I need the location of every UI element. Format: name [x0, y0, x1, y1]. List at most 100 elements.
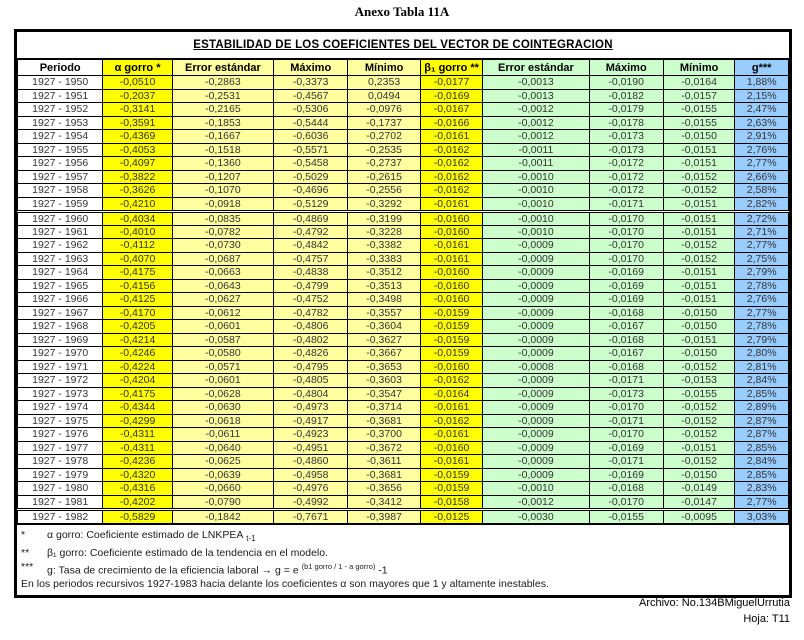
value-cell: -0,0190 — [588, 75, 664, 90]
value-cell: -0,0168 — [588, 481, 664, 496]
value-cell: -0,0166 — [419, 115, 484, 130]
value-cell: 2,77% — [734, 494, 789, 511]
column-header: g*** — [734, 59, 789, 76]
value-cell: -0,0152 — [662, 427, 736, 442]
value-cell: 2,63% — [734, 115, 789, 130]
value-cell: 2,82% — [734, 196, 789, 213]
table-row: 1927 - 1967 -0,4170 -0,0612 -0,4782 -0,3557-… — [16, 305, 789, 320]
value-cell: -0,0151 — [662, 265, 736, 280]
value-cell: -0,5306 — [272, 102, 349, 117]
value-cell: 2,15% — [734, 88, 789, 103]
value-cell: -0,0155 — [662, 115, 736, 130]
value-cell: -0,4316 — [102, 481, 173, 496]
value-cell: -0,0161 — [419, 427, 484, 442]
periodo-cell: 1927 - 1966 — [16, 292, 104, 307]
value-cell: -0,4070 — [102, 251, 173, 266]
value-cell: -0,3591 — [102, 115, 173, 130]
value-cell: -0,3604 — [347, 319, 421, 334]
value-cell: -0,0182 — [588, 88, 664, 103]
value-cell: -0,0162 — [419, 156, 484, 171]
value-cell: -0,0918 — [171, 196, 275, 213]
value-cell: -0,0009 — [482, 373, 590, 388]
value-cell: -0,4112 — [102, 238, 173, 253]
value-cell: -0,0170 — [588, 400, 664, 415]
value-cell: -0,0009 — [482, 386, 590, 401]
value-cell: -0,0161 — [419, 129, 484, 144]
value-cell: -0,0009 — [482, 265, 590, 280]
value-cell: -0,0580 — [171, 346, 275, 361]
value-cell: -0,0160 — [419, 224, 484, 239]
value-cell: -0,4792 — [272, 224, 349, 239]
periodo-cell: 1927 - 1962 — [16, 238, 104, 253]
value-cell: -0,0161 — [419, 238, 484, 253]
value-cell: -0,0159 — [419, 332, 484, 347]
value-cell: -0,4097 — [102, 156, 173, 171]
table-row: 1927 - 1978 -0,4236 -0,0625 -0,4860 -0,3611-… — [16, 454, 789, 469]
value-cell: -0,0159 — [419, 481, 484, 496]
value-cell: -0,0009 — [482, 467, 590, 482]
value-cell: -0,0151 — [662, 332, 736, 347]
value-cell: -0,0168 — [588, 305, 664, 320]
value-cell: 2,77% — [734, 156, 789, 171]
value-cell: -0,3681 — [347, 467, 421, 482]
value-cell: -0,0611 — [171, 427, 275, 442]
value-cell: -0,4782 — [272, 305, 349, 320]
value-cell: -0,0150 — [662, 346, 736, 361]
value-cell: -0,4311 — [102, 427, 173, 442]
value-cell: -0,2535 — [347, 142, 421, 157]
value-cell: -0,3822 — [102, 169, 173, 184]
value-cell: -0,3498 — [347, 292, 421, 307]
value-cell: -0,4299 — [102, 413, 173, 428]
value-cell: -0,0009 — [482, 238, 590, 253]
value-cell: -0,0643 — [171, 278, 275, 293]
value-cell: -0,0150 — [662, 319, 736, 334]
periodo-cell: 1927 - 1964 — [16, 265, 104, 280]
value-cell: -0,4805 — [272, 373, 349, 388]
value-cell: 2,77% — [734, 238, 789, 253]
value-cell: -0,0009 — [482, 251, 590, 266]
value-cell: -0,3547 — [347, 386, 421, 401]
value-cell: -0,0150 — [662, 305, 736, 320]
value-cell: -0,5571 — [272, 142, 349, 157]
value-cell: -0,0168 — [588, 359, 664, 374]
value-cell: -0,0152 — [662, 169, 736, 184]
value-cell: -0,0009 — [482, 278, 590, 293]
column-header: Periodo — [16, 59, 104, 76]
value-cell: -0,0601 — [171, 319, 275, 334]
value-cell: -0,3667 — [347, 346, 421, 361]
value-cell: 2,77% — [734, 305, 789, 320]
value-cell: -0,0160 — [419, 440, 484, 455]
column-header: Máximo — [588, 59, 664, 76]
value-cell: -0,0009 — [482, 400, 590, 415]
value-cell: -0,4156 — [102, 278, 173, 293]
value-cell: -0,4202 — [102, 494, 173, 511]
value-cell: -0,3700 — [347, 427, 421, 442]
value-cell: -0,1207 — [171, 169, 275, 184]
page-title: Anexo Tabla 11A — [354, 4, 450, 19]
value-cell: -0,0152 — [662, 359, 736, 374]
value-cell: -0,0170 — [588, 224, 664, 239]
value-cell: -0,0149 — [662, 481, 736, 496]
value-cell: -0,2037 — [102, 88, 173, 103]
value-cell: 2,84% — [734, 454, 789, 469]
value-cell: -0,0009 — [482, 319, 590, 334]
value-cell: -0,0687 — [171, 251, 275, 266]
value-cell: -0,0011 — [482, 156, 590, 171]
footnote-beta: ** β₁ gorro: Coeficiente estimado de la … — [21, 546, 785, 560]
value-cell: -0,4010 — [102, 224, 173, 239]
value-cell: -0,0628 — [171, 386, 275, 401]
footnote-beta-marker: ** — [21, 546, 30, 559]
value-cell: -0,3412 — [347, 494, 421, 511]
table-row: 1927 - 1982 -0,5829 -0,1842 -0,7671 -0,3987-… — [16, 508, 789, 524]
value-cell: -0,0160 — [419, 210, 484, 226]
value-cell: 2,76% — [734, 292, 789, 307]
table-row: 1927 - 1956 -0,4097 -0,1360 -0,5458 -0,2737-… — [16, 156, 789, 171]
value-cell: -0,0010 — [482, 183, 590, 198]
periodo-cell: 1927 - 1958 — [16, 183, 104, 198]
value-cell: -0,4170 — [102, 305, 173, 320]
periodo-cell: 1927 - 1980 — [16, 481, 104, 496]
value-cell: -0,0158 — [419, 494, 484, 511]
value-cell: -0,4838 — [272, 265, 349, 280]
value-cell: -0,1518 — [171, 142, 275, 157]
value-cell: -0,0167 — [588, 319, 664, 334]
